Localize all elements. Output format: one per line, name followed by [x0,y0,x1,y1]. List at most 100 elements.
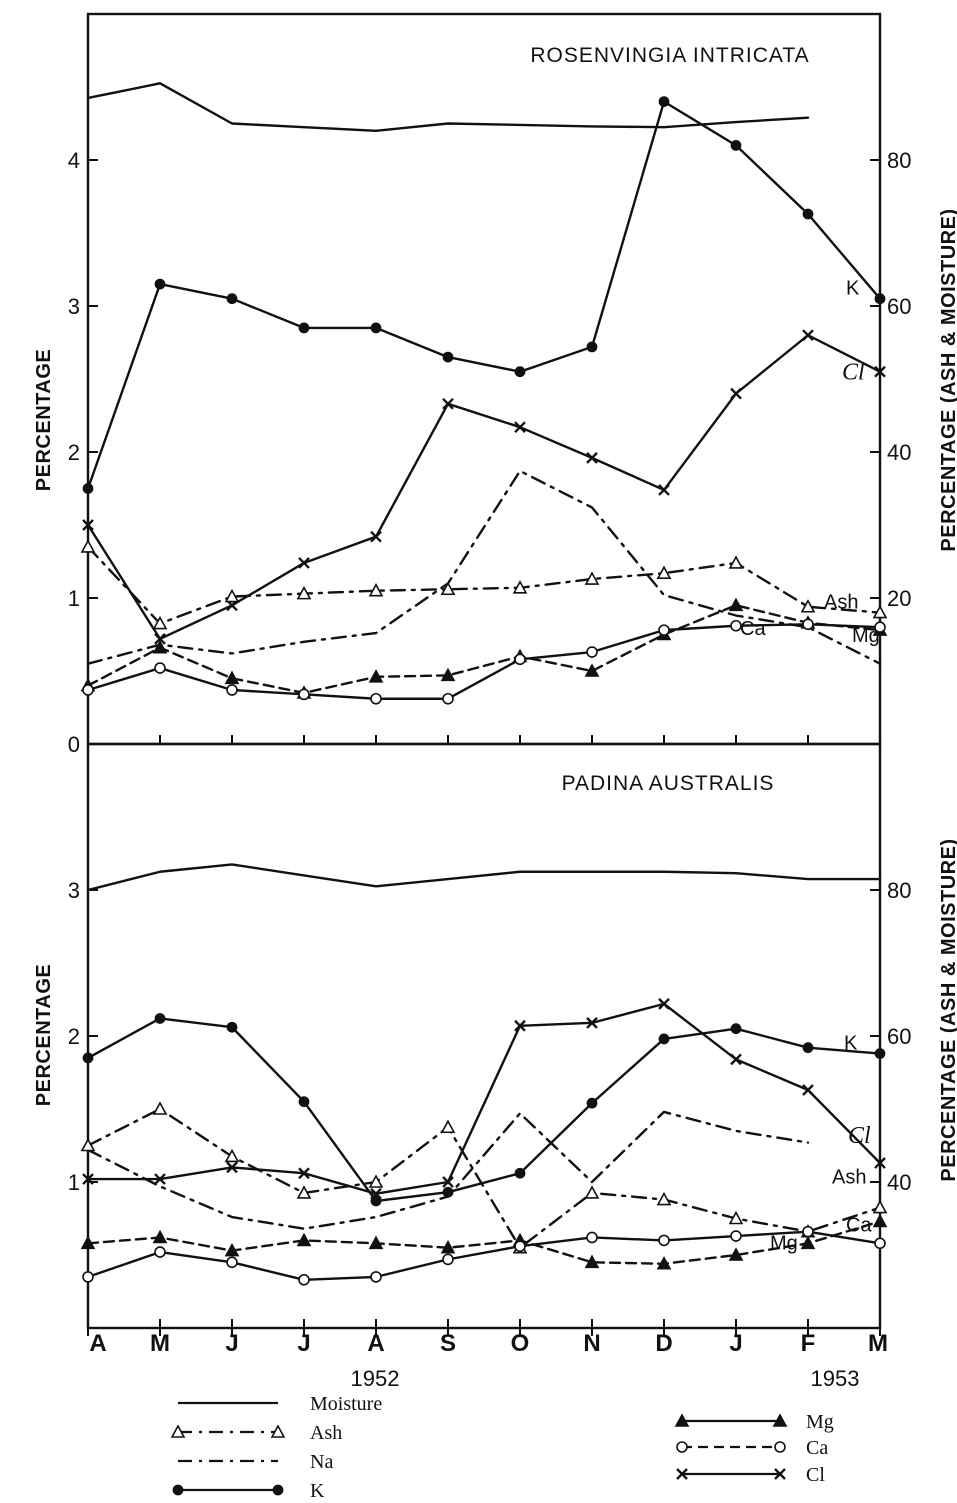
point-ca [514,653,526,666]
point-k [226,1021,238,1033]
y2-tick-label: 60 [887,294,911,319]
point-mg [152,639,168,654]
point-k [514,1167,526,1179]
point-ca [442,692,454,705]
point-ash [80,1137,96,1152]
year-label-1953: 1953 [811,1366,860,1391]
x-tick-label: N [583,1330,600,1357]
legend-marker [170,1424,186,1438]
point-k [802,208,814,220]
series-line-moisture [86,82,810,133]
point-ca [802,1225,814,1238]
point-ash [656,565,672,579]
legend-item-ca: Ca [676,1437,828,1459]
point-cl [802,1084,814,1096]
point-k [298,322,310,334]
y-axis-title-right-top: PERCENTAGE (ASH & MOISTURE) [938,208,957,551]
point-cl [874,365,886,378]
series-moisture-top [86,82,810,133]
point-k [730,1023,742,1035]
point-k [514,366,526,378]
y-tick-label: 3 [68,294,80,319]
series-na-top [86,469,882,665]
legend-label: K [310,1480,325,1502]
series-line-cl [86,1002,882,1195]
point-k [370,322,382,334]
point-cl [442,1176,454,1188]
point-ash [440,581,456,596]
point-ash [728,555,744,569]
series-k-bottom [82,1013,886,1207]
x-tick-label: J [297,1330,310,1357]
point-cl [514,421,526,434]
point-ca [586,1231,598,1244]
x-tick-label: M [868,1330,888,1357]
point-mg [224,670,240,685]
y-axis-title-right-bottom: PERCENTAGE (ASH & MOISTURE) [938,838,957,1181]
legend-item-k: K [172,1480,325,1502]
y-tick-label: 3 [68,878,80,903]
legend-label: Moisture [310,1393,382,1415]
point-k [298,1096,310,1108]
series-line-ca [86,623,882,700]
panel-rosenvingia: ROSENVINGIA INTRICATA PERCENTAGE PERCENT… [33,12,957,757]
legend-marker [676,1468,688,1480]
point-ca [298,1274,310,1286]
x-tick-label: A [89,1330,106,1357]
point-ash [224,1148,240,1163]
point-k [658,96,670,107]
point-cl [226,1161,238,1174]
point-k [586,1097,598,1109]
point-ca [370,692,382,705]
point-ca [874,1237,886,1250]
point-mg [368,669,384,683]
point-mg [584,1254,600,1269]
point-ash [872,1199,888,1214]
series-label-ash: Ash [832,1167,866,1189]
point-ash [800,599,816,613]
series-label-k: K [846,278,860,300]
point-ash [584,571,600,585]
point-ca [82,1271,94,1283]
point-k [82,1052,94,1064]
series-cl-top [82,329,886,645]
legend-marker [772,1413,788,1427]
point-cl [802,329,814,342]
legend-marker [774,1441,786,1453]
point-mg [152,1229,168,1244]
point-ash [440,1119,456,1134]
point-k [658,1033,670,1045]
series-line-mg [86,1220,882,1265]
x-tick-label: F [801,1330,816,1357]
series-ca-top [82,618,886,705]
y2-tick-label: 80 [887,878,911,903]
year-label-1952: 1952 [351,1366,400,1391]
legend-marker [272,1484,284,1496]
x-tick-label: J [729,1330,742,1357]
point-cl [370,1187,382,1200]
point-k [82,483,94,494]
point-ash [296,585,312,600]
series-label-ash: Ash [824,592,858,614]
point-cl [154,633,166,645]
point-mg [656,1256,672,1270]
point-k [226,293,238,305]
point-mg [800,1235,816,1250]
series-mg-top [80,597,888,699]
point-cl [298,1167,310,1180]
point-ash [224,588,240,603]
x-tick-label: A [367,1330,384,1357]
y-axis-title-left-top: PERCENTAGE [33,349,55,491]
point-ash [368,1174,384,1188]
legend-item-cl: Cl [676,1464,825,1486]
point-cl [586,1017,598,1029]
series-k-top [82,96,886,494]
point-mg [80,1235,96,1250]
y2-tick-label: 80 [887,148,911,173]
legend-marker [172,1484,184,1496]
legend: Moisture Ash Na K Mg Ca Cl [170,1393,834,1502]
series-line-na [86,469,882,665]
point-ca [730,1230,742,1242]
series-line-k [86,1017,882,1203]
